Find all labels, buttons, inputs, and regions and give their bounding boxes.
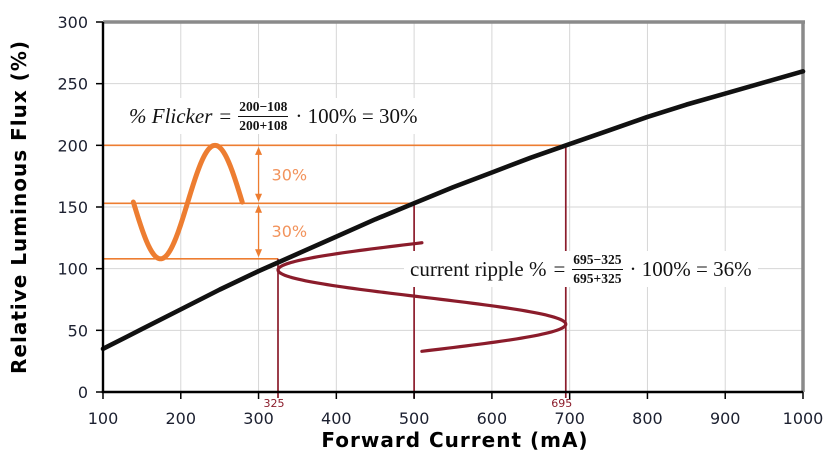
x-tick-label: 800 bbox=[632, 409, 663, 428]
ripple-formula-rhs: · 100% = 36% bbox=[629, 256, 752, 281]
x-tick-label: 900 bbox=[710, 409, 741, 428]
arrowhead-up-icon bbox=[255, 204, 263, 213]
ripple-formula: current ripple % = 695−325 695+325 · 100… bbox=[404, 251, 758, 288]
y-tick-label: 50 bbox=[68, 321, 88, 340]
flicker-formula-numerator: 200−108 bbox=[238, 99, 289, 117]
flicker-formula-equals: = bbox=[219, 103, 232, 128]
ripple-formula-fraction: 695−325 695+325 bbox=[572, 252, 623, 286]
y-tick-label: 100 bbox=[57, 260, 88, 279]
x-tick-label: 300 bbox=[243, 409, 274, 428]
flicker-formula-fraction: 200−108 200+108 bbox=[238, 99, 289, 133]
flicker-percent-label: 30% bbox=[272, 165, 308, 184]
ripple-formula-numerator: 695−325 bbox=[572, 252, 623, 270]
flicker-formula: % Flicker = 200−108 200+108 · 100% = 30% bbox=[123, 98, 424, 135]
flicker-formula-lhs: % Flicker bbox=[129, 103, 213, 128]
x-tick-label: 200 bbox=[166, 409, 197, 428]
ripple-formula-denominator: 695+325 bbox=[573, 270, 622, 286]
arrowhead-down-icon bbox=[255, 193, 263, 202]
x-tick-label: 400 bbox=[321, 409, 352, 428]
y-tick-label: 0 bbox=[78, 383, 88, 402]
flicker-percent-label: 30% bbox=[272, 222, 308, 241]
x-tick-label: 700 bbox=[554, 409, 585, 428]
x-tick-label: 100 bbox=[88, 409, 119, 428]
ripple-waveform bbox=[276, 241, 568, 353]
ripple-formula-lhs: current ripple % bbox=[410, 256, 547, 281]
x-tick-label: 500 bbox=[399, 409, 430, 428]
y-tick-label: 300 bbox=[57, 13, 88, 32]
flicker-waveform bbox=[130, 142, 245, 262]
ripple-current-value-label: 695 bbox=[551, 397, 572, 410]
y-tick-label: 200 bbox=[57, 136, 88, 155]
flicker-formula-denominator: 200+108 bbox=[239, 117, 288, 133]
flux-curve bbox=[100, 69, 806, 352]
arrowhead-up-icon bbox=[255, 146, 263, 155]
flicker-formula-rhs: · 100% = 30% bbox=[295, 103, 418, 128]
arrowhead-down-icon bbox=[255, 249, 263, 258]
y-tick-label: 250 bbox=[57, 75, 88, 94]
ripple-current-value-label: 325 bbox=[264, 397, 285, 410]
x-tick-label: 600 bbox=[477, 409, 508, 428]
y-tick-label: 150 bbox=[57, 198, 88, 217]
ripple-formula-equals: = bbox=[553, 256, 566, 281]
x-tick-label: 1000 bbox=[783, 409, 824, 428]
